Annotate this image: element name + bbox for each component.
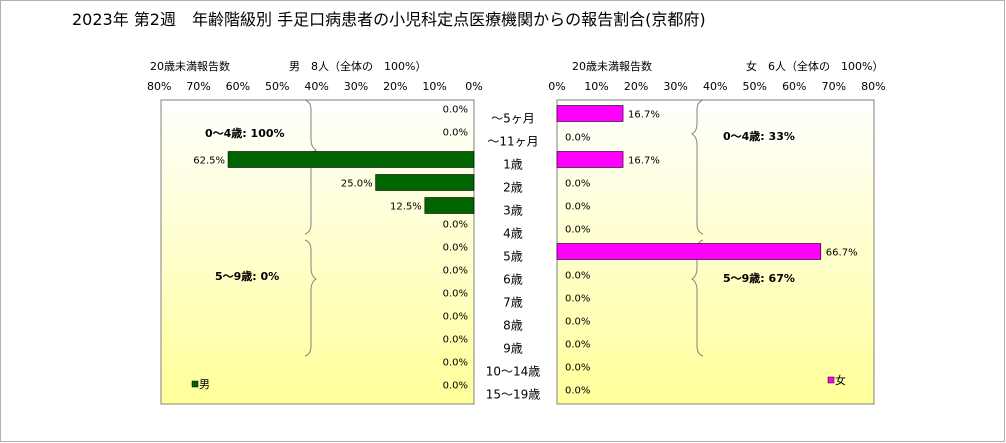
male-bracket-5-9 <box>304 239 317 357</box>
age-category-label: 15～19歳 <box>486 388 541 402</box>
female-value-label: 16.7% <box>628 110 660 121</box>
female-tick-label: 50% <box>743 80 767 93</box>
female-tick-label: 60% <box>782 80 806 93</box>
female-bracket-0-4 <box>691 99 704 235</box>
male-caption-right: 男 8人（全体の 100%） <box>289 59 426 73</box>
female-bars: 16.7% 0.0% 16.7% 0.0% 0.0% 0.0% 66.7% 0.0% 0.0% 0… <box>556 105 858 397</box>
female-tick-label: 40% <box>703 80 727 93</box>
male-tick-label: 80% <box>147 80 171 93</box>
female-bar <box>556 105 624 122</box>
male-tick-label: 20% <box>383 80 407 93</box>
male-bars: 0.0% 0.0% 62.5% 25.0% 12.5% 0.0% 0.0% 0.0% 0.0% 0… <box>193 105 475 392</box>
male-value-label: 0.0% <box>443 358 468 369</box>
female-tick-label: 20% <box>624 80 648 93</box>
female-value-label: 0.0% <box>565 317 590 328</box>
female-value-label: 0.0% <box>565 202 590 213</box>
male-tick-label: 60% <box>226 80 250 93</box>
male-legend-swatch <box>191 380 199 388</box>
male-value-label: 12.5% <box>390 202 422 213</box>
male-tick-label: 50% <box>265 80 289 93</box>
age-category-label: 10～14歳 <box>486 365 541 379</box>
female-value-label: 66.7% <box>826 248 858 259</box>
female-annotation-0-4: 0～4歳: 33% <box>723 129 795 143</box>
male-value-label: 0.0% <box>443 312 468 323</box>
age-category-label: 1歳 <box>503 158 523 172</box>
male-value-label: 62.5% <box>193 156 225 167</box>
male-caption-left: 20歳未満報告数 <box>150 60 230 73</box>
male-value-label: 0.0% <box>443 243 468 254</box>
male-tick-label: 30% <box>344 80 368 93</box>
age-category-labels: ～5ヶ月 ～11ヶ月 1歳 2歳 3歳 4歳 5歳 6歳 7歳 8歳 9歳 10～14歳 15～19歳 <box>486 112 541 402</box>
female-value-label: 0.0% <box>565 179 590 190</box>
age-category-label: 8歳 <box>503 319 523 333</box>
male-bar <box>227 151 475 168</box>
male-value-label: 0.0% <box>443 220 468 231</box>
female-legend-swatch <box>827 376 835 384</box>
male-tick-label: 10% <box>422 80 446 93</box>
female-value-label: 0.0% <box>565 271 590 282</box>
age-category-label: 7歳 <box>503 296 523 310</box>
female-value-label: 0.0% <box>565 340 590 351</box>
male-value-label: 0.0% <box>443 266 468 277</box>
age-category-label: 2歳 <box>503 181 523 195</box>
male-bracket-0-4 <box>304 99 317 235</box>
chart-title: 2023年 第2週 年齢階級別 手足口病患者の小児科定点医療機関からの報告割合(… <box>72 10 706 29</box>
female-legend-label: 女 <box>835 373 846 387</box>
male-value-label: 0.0% <box>443 381 468 392</box>
age-category-label: 9歳 <box>503 342 523 356</box>
female-value-label: 0.0% <box>565 386 590 397</box>
age-category-label: 4歳 <box>503 227 523 241</box>
female-tick-label: 30% <box>663 80 687 93</box>
male-value-label: 25.0% <box>341 179 373 190</box>
male-value-label: 0.0% <box>443 289 468 300</box>
male-tick-label: 0% <box>465 80 482 93</box>
age-category-label: 6歳 <box>503 273 523 287</box>
male-value-label: 0.0% <box>443 128 468 139</box>
female-bar <box>556 151 624 168</box>
female-tick-label: 0% <box>548 80 565 93</box>
male-plot-area <box>160 99 475 405</box>
female-value-label: 0.0% <box>565 133 590 144</box>
female-value-label: 0.0% <box>565 363 590 374</box>
male-legend-label: 男 <box>199 378 210 391</box>
female-value-label: 0.0% <box>565 294 590 305</box>
male-tick-label: 70% <box>186 80 210 93</box>
male-bar <box>424 197 475 214</box>
female-value-label: 0.0% <box>565 225 590 236</box>
male-annotation-5-9: 5～9歳: 0% <box>215 269 279 283</box>
female-tick-label: 10% <box>584 80 608 93</box>
age-category-label: ～5ヶ月 <box>491 112 535 126</box>
age-category-label: 5歳 <box>503 250 523 264</box>
male-tick-label: 40% <box>304 80 328 93</box>
female-tick-label: 70% <box>822 80 846 93</box>
female-annotation-5-9: 5～9歳: 67% <box>723 271 795 285</box>
female-bar <box>556 243 822 260</box>
male-axis-ticks: 80% 70% 60% 50% 40% 30% 20% 10% 0% <box>147 80 483 93</box>
age-category-label: ～11ヶ月 <box>487 135 538 149</box>
female-caption-left: 20歳未満報告数 <box>572 60 652 73</box>
male-value-label: 0.0% <box>443 335 468 346</box>
female-axis-ticks: 0% 10% 20% 30% 40% 50% 60% 70% 80% <box>548 80 885 93</box>
female-caption-right: 女 6人（全体の 100%） <box>746 59 883 73</box>
male-bar <box>375 174 475 191</box>
female-value-label: 16.7% <box>628 156 660 167</box>
male-value-label: 0.0% <box>443 105 468 116</box>
male-annotation-0-4: 0～4歳: 100% <box>205 126 285 140</box>
age-category-label: 3歳 <box>503 204 523 218</box>
female-tick-label: 80% <box>861 80 885 93</box>
